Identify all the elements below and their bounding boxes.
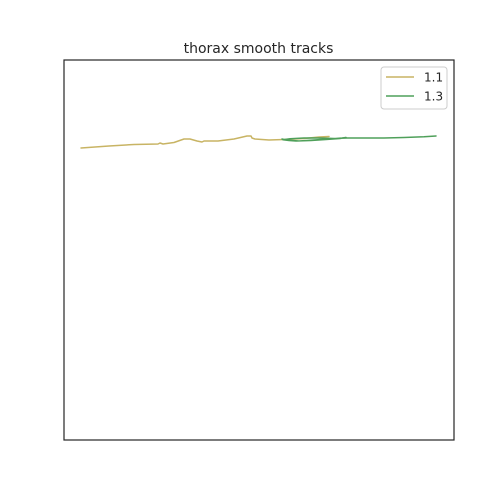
legend-label-1-3: 1.3 (424, 90, 443, 104)
legend-entry-1-1: 1.1 (386, 71, 443, 85)
plot-background (64, 60, 454, 440)
chart-title: thorax smooth tracks (184, 41, 334, 57)
track-series-1-3 (281, 135, 437, 142)
plot-area (63, 59, 455, 441)
legend-entry-1-3: 1.3 (386, 90, 443, 104)
series-layer (80, 135, 437, 149)
track-series-1-1 (80, 135, 330, 149)
legend-label-1-1: 1.1 (424, 71, 443, 85)
legend: 1.1 1.3 (380, 66, 448, 110)
plot-frame (63, 59, 455, 441)
